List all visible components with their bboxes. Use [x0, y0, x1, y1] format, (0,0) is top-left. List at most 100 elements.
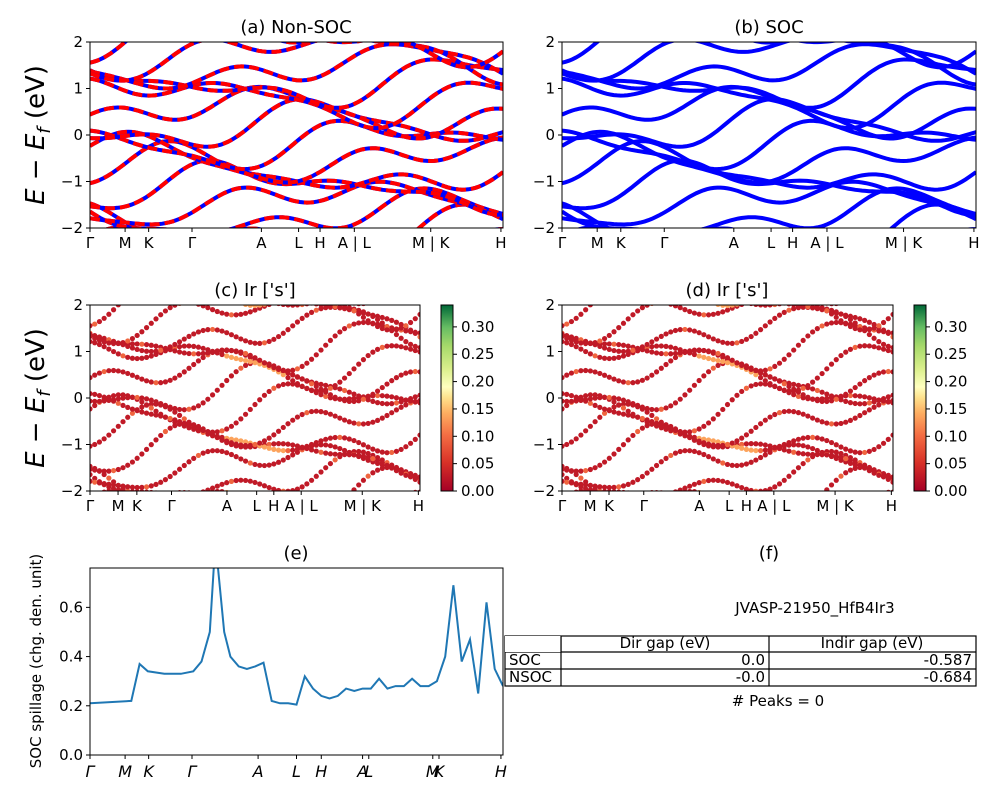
- band-point: [351, 487, 357, 491]
- band-point: [611, 399, 617, 405]
- band-point: [380, 293, 385, 298]
- band-point: [92, 372, 98, 378]
- band-point: [748, 333, 754, 340]
- band-point: [285, 375, 291, 381]
- band-point: [139, 259, 144, 264]
- band-point: [143, 348, 150, 354]
- band-point: [678, 290, 683, 295]
- band-point: [734, 509, 739, 514]
- band-point: [276, 515, 281, 520]
- band-point: [701, 354, 707, 360]
- band-point: [824, 437, 830, 444]
- band-point: [800, 443, 806, 449]
- band-point: [356, 421, 362, 427]
- band-point: [285, 381, 291, 387]
- band-point: [649, 275, 654, 280]
- band-point: [767, 446, 773, 452]
- colorbar-c: 0.300.250.200.150.100.050.00: [440, 304, 494, 500]
- band-point: [786, 526, 791, 531]
- band-point: [374, 417, 381, 424]
- band-point: [876, 339, 882, 345]
- band-point: [110, 428, 117, 434]
- band-point: [92, 398, 98, 404]
- band-point: [125, 370, 131, 377]
- band-point: [228, 312, 235, 318]
- colorbar-tick-label: 0.15: [461, 400, 494, 418]
- band-point: [125, 404, 131, 410]
- colorbar-tick-label: 0.25: [461, 345, 494, 363]
- band-point: [153, 494, 158, 499]
- x-tick-label: L: [725, 497, 734, 515]
- band-point: [209, 326, 216, 333]
- band-point: [271, 486, 277, 491]
- band-point: [852, 460, 858, 466]
- band-point: [384, 412, 390, 419]
- band-point: [209, 307, 216, 313]
- band-point: [191, 286, 196, 291]
- band-point: [96, 370, 103, 376]
- band-point: [562, 471, 565, 478]
- band-point: [601, 345, 608, 351]
- band-point: [337, 502, 342, 507]
- band-point: [219, 351, 225, 358]
- band-point: [242, 477, 249, 484]
- band-point: [341, 375, 348, 381]
- band-point: [606, 374, 612, 380]
- band-point: [659, 284, 664, 289]
- band-point: [829, 530, 834, 535]
- band-point: [562, 374, 565, 381]
- band-point: [215, 497, 220, 502]
- band-point: [767, 319, 773, 325]
- band-point: [663, 286, 668, 291]
- band-point: [687, 448, 693, 454]
- band-point: [573, 368, 579, 375]
- band-point: [280, 381, 286, 388]
- band-point: [611, 280, 616, 285]
- band-point: [672, 427, 679, 434]
- band-point: [205, 428, 211, 435]
- band-point: [328, 290, 333, 295]
- band-point: [417, 330, 420, 336]
- band-point: [242, 411, 249, 417]
- x-tick-label: Γ: [558, 234, 567, 252]
- band-point: [177, 504, 182, 509]
- band-point: [734, 392, 740, 398]
- band-point: [398, 372, 404, 378]
- band-point: [398, 344, 404, 350]
- band-point: [393, 375, 400, 381]
- band-point: [852, 384, 858, 391]
- band-point: [384, 393, 390, 399]
- spillage-ylabel: SOC spillage (chg. den. unit): [27, 554, 45, 769]
- band-point: [739, 435, 745, 441]
- band-point: [413, 270, 418, 275]
- band-point: [356, 439, 362, 446]
- band-point: [367, 305, 370, 306]
- band-point: [139, 329, 145, 335]
- band-point: [630, 267, 635, 272]
- y-tick-label: −2: [61, 219, 83, 237]
- band-point: [356, 448, 362, 455]
- band-point: [177, 493, 182, 498]
- band-point: [852, 344, 858, 350]
- band-point: [876, 397, 882, 403]
- band-point: [341, 326, 348, 332]
- table-header-dir: Dir gap (eV): [620, 634, 711, 652]
- band-point: [720, 442, 726, 448]
- band-point: [214, 483, 220, 489]
- band-point: [838, 454, 844, 460]
- band-point: [347, 299, 352, 304]
- band-point: [810, 396, 816, 402]
- band-point: [653, 336, 660, 342]
- band-point: [219, 328, 225, 334]
- band-point: [177, 275, 182, 280]
- band-point: [796, 530, 801, 535]
- band-point: [337, 329, 343, 335]
- band-point: [573, 436, 579, 442]
- band-point: [890, 479, 893, 485]
- band-point: [186, 350, 192, 357]
- table-row-label: SOC: [509, 651, 541, 669]
- band-point: [786, 440, 792, 446]
- band-point: [801, 509, 806, 514]
- x-tick-label: L: [252, 497, 261, 515]
- band-point: [92, 321, 98, 327]
